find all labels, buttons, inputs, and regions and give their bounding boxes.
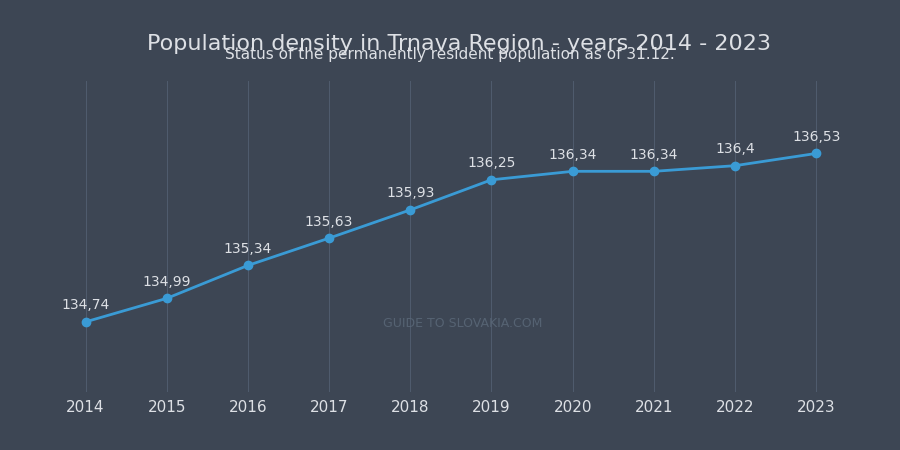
Text: 135,63: 135,63 — [305, 215, 354, 229]
Text: 134,99: 134,99 — [142, 275, 191, 289]
Text: 136,4: 136,4 — [716, 142, 755, 156]
Title: Population density in Trnava Region - years 2014 - 2023: Population density in Trnava Region - ye… — [147, 35, 771, 54]
Text: GUIDE TO SLOVAKIA.COM: GUIDE TO SLOVAKIA.COM — [375, 317, 543, 330]
Text: 136,34: 136,34 — [630, 148, 678, 162]
Text: 136,53: 136,53 — [792, 130, 841, 144]
Text: 136,34: 136,34 — [548, 148, 597, 162]
Text: 135,93: 135,93 — [386, 186, 435, 201]
Text: 135,34: 135,34 — [224, 242, 272, 256]
Text: 136,25: 136,25 — [467, 157, 516, 171]
Text: Status of the permanently resident population as of 31.12.: Status of the permanently resident popul… — [225, 47, 675, 62]
Text: 134,74: 134,74 — [61, 298, 110, 312]
